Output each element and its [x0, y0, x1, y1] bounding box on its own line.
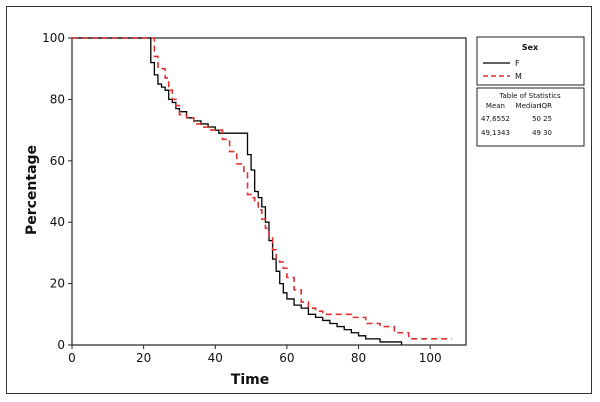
x-tick-label: 80: [351, 351, 366, 365]
axis-layer: 0 20 40 60 80 100 0 20 40 60 80 100: [42, 31, 442, 365]
stats-table-title: Table of Statistics: [498, 92, 561, 100]
stats-header-mean: Mean: [486, 102, 505, 110]
x-tick-label: 100: [419, 351, 442, 365]
plot-area: [71, 37, 467, 346]
y-tick-label: 20: [50, 277, 65, 291]
legend-label-m: M: [515, 72, 522, 81]
x-tick-label: 60: [279, 351, 294, 365]
stats-row1-median: 50: [532, 115, 541, 123]
y-tick-label: 0: [57, 338, 65, 352]
x-axis-title: Time: [231, 372, 269, 388]
y-tick-label: 100: [42, 31, 65, 45]
stats-row2-median: 49: [532, 129, 541, 137]
stats-header-iqr: IQR: [540, 102, 553, 110]
stats-row2-iqr: 30: [543, 129, 552, 137]
stats-header-median: Median: [516, 102, 541, 110]
x-tick-label: 0: [68, 351, 76, 365]
legend-title: Sex: [522, 43, 539, 52]
stats-row2-mean: 49,1343: [481, 129, 510, 137]
y-axis-title: Percentage: [24, 145, 40, 235]
stats-row1-mean: 47,6552: [481, 115, 510, 123]
y-tick-label: 60: [50, 154, 65, 168]
series-line-m: [72, 37, 452, 340]
y-tick-label: 80: [50, 92, 65, 106]
plot-area-layer: [71, 37, 467, 346]
x-tick-label: 20: [136, 351, 151, 365]
y-tick-label: 40: [50, 215, 65, 229]
x-tick-label: 40: [208, 351, 223, 365]
stats-row1-iqr: 25: [543, 115, 552, 123]
legend-box: [476, 36, 585, 86]
legend-label-f: F: [515, 59, 520, 68]
series-layer: [72, 37, 452, 345]
stats-table-box: [476, 87, 585, 147]
series-line-f: [72, 37, 403, 345]
